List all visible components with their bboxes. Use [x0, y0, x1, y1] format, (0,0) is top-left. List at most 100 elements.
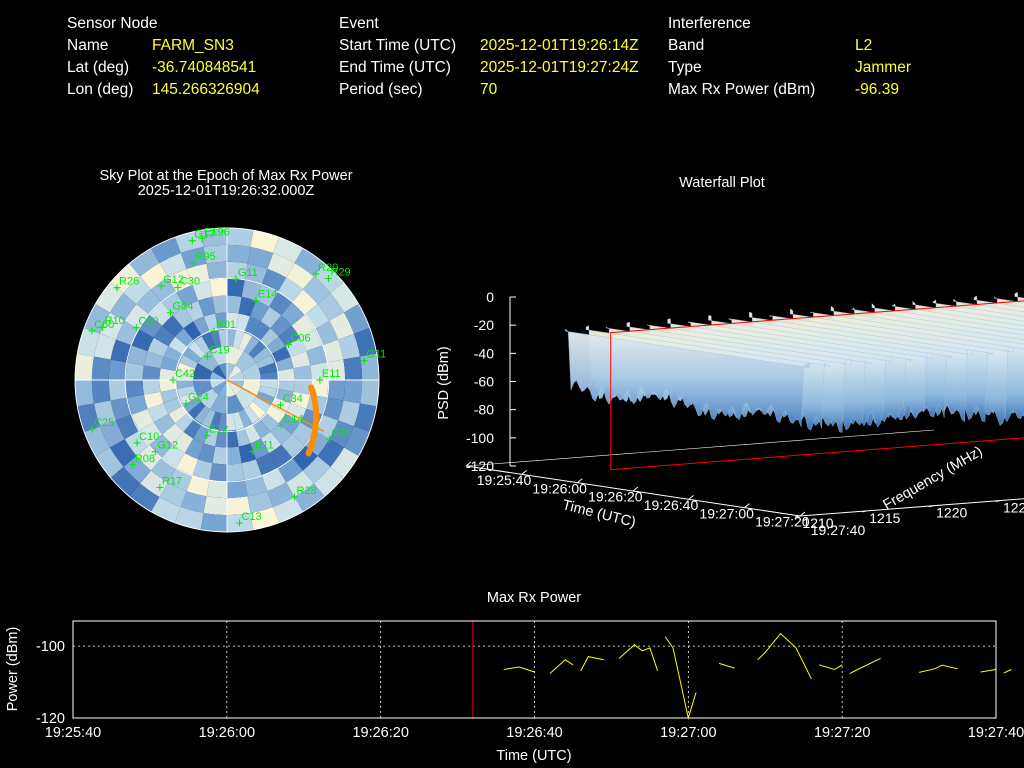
satellite-label: C19	[209, 345, 229, 357]
sky-plot: Sky Plot at the Epoch of Max Rx Power 20…	[74, 168, 386, 533]
sky-cell	[206, 479, 227, 499]
sky-cell	[227, 380, 242, 395]
sky-cell	[212, 446, 227, 465]
sky-cell	[250, 230, 279, 254]
satellite-label: R28	[297, 485, 317, 497]
sky-cell	[147, 337, 169, 357]
satellite-marker: R01	[210, 319, 236, 335]
time-tick-label: 19:27:00	[699, 505, 754, 521]
satellite-cross	[325, 274, 333, 282]
time-tick	[688, 494, 694, 500]
sky-cell	[210, 371, 227, 380]
event-start-value: 2025-12-01T19:26:14Z	[480, 37, 639, 54]
sky-cell	[108, 380, 128, 401]
sky-cell	[215, 429, 227, 448]
satellite-marker: E11	[249, 439, 274, 455]
sky-cell	[273, 237, 303, 263]
sky-cell	[139, 314, 163, 338]
sky-cell	[270, 346, 291, 363]
sky-cell	[256, 354, 275, 369]
satellite-cross	[188, 237, 196, 245]
max-rx-power-plot: Max Rx Power 19:25:40 19:26:00 19:26:20 19:…	[5, 590, 1024, 764]
sky-cell	[206, 261, 227, 281]
satellite-cross	[151, 448, 159, 456]
sky-cell	[197, 350, 219, 372]
sky-cell	[227, 429, 239, 448]
sky-cell	[344, 304, 370, 334]
sky-cell	[227, 365, 242, 380]
waterfall-plot: Waterfall Plot 0-20-40-60-80-100-12019:2…	[436, 175, 1024, 538]
satellite-cross	[189, 259, 197, 267]
sky-cell	[243, 336, 260, 355]
power-segment	[664, 636, 697, 720]
sky-cell	[252, 347, 271, 364]
event-title: Event	[339, 15, 379, 32]
interference-power-label: Max Rx Power (dBm)	[668, 81, 816, 98]
sky-cell	[256, 391, 275, 406]
power-segment	[549, 659, 574, 674]
sky-cell	[172, 306, 194, 329]
waterfall-slice	[565, 328, 810, 428]
sky-cell	[241, 363, 261, 380]
sky-cell	[129, 483, 160, 512]
sky-cell	[267, 253, 295, 278]
sky-cell	[244, 475, 268, 497]
sky-cell	[193, 423, 210, 444]
sky-cell	[193, 363, 213, 380]
sky-cell	[160, 388, 180, 404]
sky-cell	[235, 313, 251, 333]
sky-cell	[265, 336, 286, 355]
sky-cell	[310, 362, 329, 380]
satellite-marker: G12	[151, 440, 178, 456]
time-tick-label: 19:26:40	[644, 497, 699, 513]
source-track-path	[305, 384, 320, 457]
power-segment	[618, 644, 659, 672]
sky-cell	[177, 385, 196, 398]
freq-tick	[861, 510, 867, 513]
sky-cell	[123, 276, 152, 305]
satellite-marker: G11	[360, 349, 386, 365]
sky-cell	[143, 351, 164, 369]
sky-cell	[232, 330, 245, 349]
sky-cell	[203, 244, 227, 264]
sky-cell	[277, 457, 303, 483]
satellite-label: E11	[322, 368, 341, 380]
sky-cell	[186, 263, 210, 285]
time-tick	[577, 478, 583, 484]
sky-cell	[212, 295, 227, 314]
satellite-cross	[325, 435, 333, 443]
sky-cell	[210, 394, 227, 414]
satellite-cross	[203, 353, 211, 361]
sky-cell	[278, 413, 301, 435]
satellite-marker: E196	[198, 227, 230, 243]
satellite-marker: C30	[132, 316, 159, 332]
sky-cell	[183, 396, 202, 413]
sky-cell	[168, 405, 189, 424]
satellite-label: C30	[180, 276, 200, 288]
satellite-marker: E11	[316, 368, 341, 384]
sky-cell	[131, 408, 154, 431]
sky-cell	[162, 315, 184, 337]
sky-cell	[215, 312, 227, 331]
satellite-label: E14	[258, 289, 278, 301]
power-segment	[580, 656, 604, 672]
time-tick	[744, 503, 750, 509]
satellite-marker: C60	[88, 319, 114, 335]
sky-cell	[259, 328, 279, 348]
sky-cell	[267, 482, 295, 507]
power-x-tick-label: 19:27:20	[814, 725, 870, 741]
sky-cell	[149, 302, 173, 326]
sky-cell	[238, 409, 253, 428]
sky-cell	[241, 459, 262, 480]
sky-cell	[227, 295, 242, 314]
satellite-marker: R20	[312, 262, 338, 278]
sky-cell	[110, 339, 132, 363]
sky-cell	[338, 333, 361, 360]
satellite-cross	[167, 309, 175, 317]
sky-cell	[91, 356, 111, 380]
sky-cell	[227, 329, 236, 347]
satellite-marker: G12	[157, 274, 184, 290]
sky-cell	[238, 332, 253, 351]
satellite-marker: C25	[88, 417, 114, 433]
sky-cell	[260, 431, 282, 454]
